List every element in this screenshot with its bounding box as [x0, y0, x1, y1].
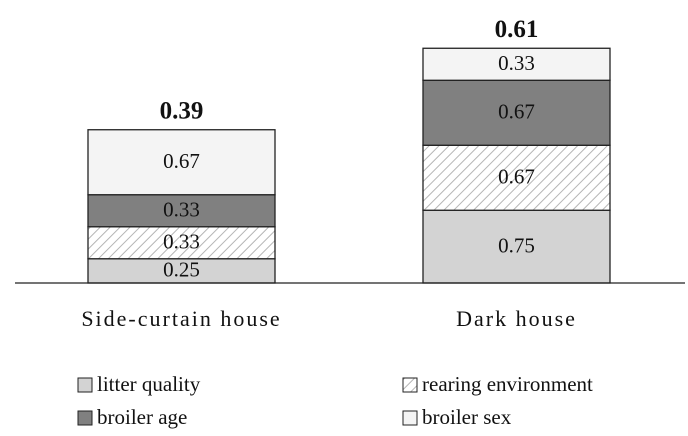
data-label: 0.33: [163, 198, 200, 222]
bar-segment: [422, 79, 611, 146]
legend-swatch: [402, 377, 418, 393]
legend-swatch: [77, 410, 93, 426]
bar-segment: [422, 209, 611, 284]
data-label: 0.67: [498, 100, 535, 124]
data-label: 0.67: [163, 149, 200, 173]
total-label: 0.39: [160, 97, 204, 124]
bar-segment: [87, 258, 276, 284]
bar-segment: [87, 226, 276, 260]
legend-swatch: [402, 410, 418, 426]
legend-label: broiler age: [97, 405, 187, 429]
data-label: 0.33: [163, 230, 200, 254]
data-label: 0.67: [498, 165, 535, 189]
data-label: 0.25: [163, 258, 200, 282]
x-tick-label: Dark house: [456, 306, 577, 331]
bar-segment: [87, 129, 276, 196]
legend-swatch: [77, 377, 93, 393]
data-label: 0.75: [498, 233, 535, 257]
legend-label: broiler sex: [422, 405, 512, 429]
x-tick-label: Side-curtain house: [81, 306, 281, 331]
legend-label: litter quality: [97, 372, 201, 396]
legend-label: rearing environment: [422, 372, 593, 396]
data-label: 0.33: [498, 51, 535, 75]
total-label: 0.61: [495, 16, 539, 43]
bar-segment: [422, 144, 611, 211]
bar-segment: [422, 47, 611, 81]
